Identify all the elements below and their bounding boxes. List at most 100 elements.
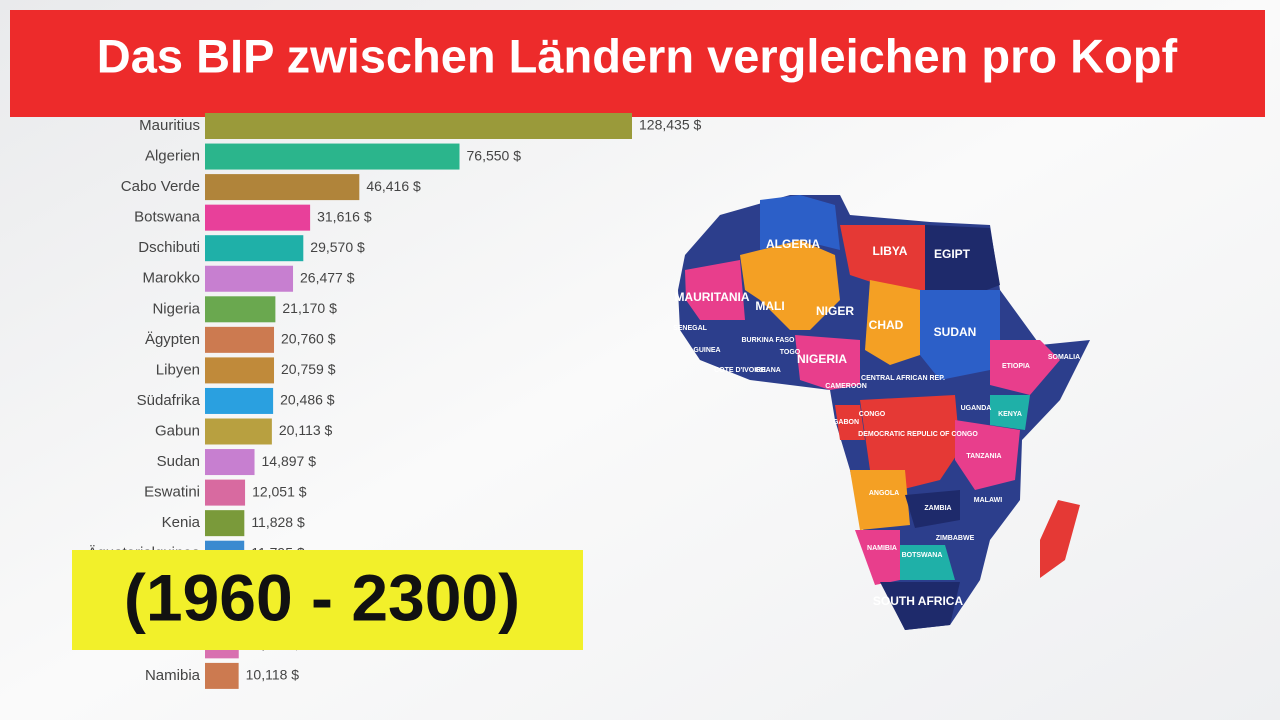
y-tick-label: Algerien [145,148,200,165]
map-label: ALGERIA [766,237,820,251]
region [860,395,960,490]
value-label: 76,550 $ [467,147,522,163]
map-label: MAURITANIA [674,290,749,304]
value-label: 31,616 $ [317,208,372,224]
y-tick-label: Cabo Verde [121,178,200,195]
y-tick-label: Libyen [156,361,200,378]
map-label: UGANDA [961,405,992,412]
y-tick-label: Marokko [142,270,200,287]
y-tick-label: Südafrika [137,392,201,409]
value-label: 26,477 $ [300,269,355,285]
map-label: KENYA [998,411,1022,418]
value-label: 20,113 $ [279,422,333,438]
map-label: DEMOCRATIC REPULIC OF CONGO [858,431,978,438]
bar-group: Mauritius 128,435 $ Algerien 76,550 $ Cabo V… [87,113,701,689]
value-label: 21,170 $ [282,300,337,316]
region [835,405,865,440]
chart-title: Das BIP zwischen Ländern vergleichen pro… [97,29,1178,82]
map-label: NIGERIA [797,352,847,366]
y-tick-label: Gabun [155,422,200,439]
y-tick-label: Nigeria [152,300,200,317]
title-banner [10,10,1265,117]
map-label: CAMEROON [825,383,867,390]
map-label: BOTSWANA [902,552,943,559]
bar [205,204,311,231]
map-label: TOGO [780,349,801,356]
madagascar [1040,500,1080,578]
y-tick-label: Namibia [145,667,201,684]
map-label: MALI [755,299,784,313]
map-label: SUDAN [934,325,977,339]
value-label: 46,416 $ [366,178,421,194]
bar [205,357,275,384]
region [900,545,955,580]
region [740,240,840,330]
subtitle-box [72,550,583,650]
africa-map: ALGERIA LIBYA EGIPT MAURITANIA MALI NIGER CHAD… [673,195,1090,630]
map-label: ZAMBIA [924,505,951,512]
map-label: GHANA [755,367,781,374]
y-tick-label: Ägypten [145,331,200,348]
map-label: ETIOPIA [1002,363,1030,370]
map-label: SENEGAL [673,325,708,332]
map-label: CHAD [869,318,904,332]
map-label: NAMIBIA [867,545,897,552]
region [920,290,1000,380]
map-label: GABON [833,419,859,426]
map-label: EGIPT [934,247,971,261]
y-tick-label: Botswana [134,209,201,226]
bar [205,174,360,201]
bar [205,387,274,414]
region [795,335,860,390]
bar [205,510,245,537]
map-label: BURKINA FASO [741,337,795,344]
map-label: NIGER [816,304,854,318]
value-label: 10,118 $ [246,667,300,683]
y-tick-label: Eswatini [144,484,200,501]
region [990,340,1060,395]
map-label: ANGOLA [869,490,899,497]
bar [205,479,246,506]
map-label: TANZANIA [966,453,1001,460]
region [840,225,925,295]
bar [205,143,460,170]
value-label: 11,828 $ [251,514,305,530]
bar [205,662,239,689]
region [685,260,745,320]
value-label: 128,435 $ [639,117,701,133]
bar [205,326,275,353]
subtitle: (1960 - 2300) [124,560,520,634]
region [865,280,920,365]
region [760,195,840,250]
y-tick-label: Dschibuti [138,239,200,256]
y-tick-label: Kenia [162,514,201,531]
map-label: COTE D'IVOIRE [714,367,766,374]
map-label: GUINEA [693,347,720,354]
map-label: CONGO [859,411,886,418]
region [905,490,960,528]
map-label: LIBYA [873,244,908,258]
value-label: 20,486 $ [280,392,335,408]
y-tick-label: Sudan [157,453,200,470]
bar [205,418,272,445]
bar [205,265,294,292]
map-label: ZIMBABWE [936,535,975,542]
bar [205,113,632,139]
map-label: CENTRAL AFRICAN REP. [861,375,945,382]
region [880,582,960,630]
value-label: 20,760 $ [281,331,336,347]
region [925,225,1000,300]
value-label: 29,570 $ [310,239,365,255]
value-label: 20,759 $ [281,361,336,377]
map-label: SOUTH AFRICA [873,594,964,608]
bar [205,296,276,323]
region [855,530,900,585]
bar [205,449,255,476]
region [955,420,1020,490]
region [850,470,910,530]
map-label: SOMALIA [1048,354,1080,361]
value-label: 12,051 $ [252,483,307,499]
y-tick-label: Mauritius [139,117,200,134]
